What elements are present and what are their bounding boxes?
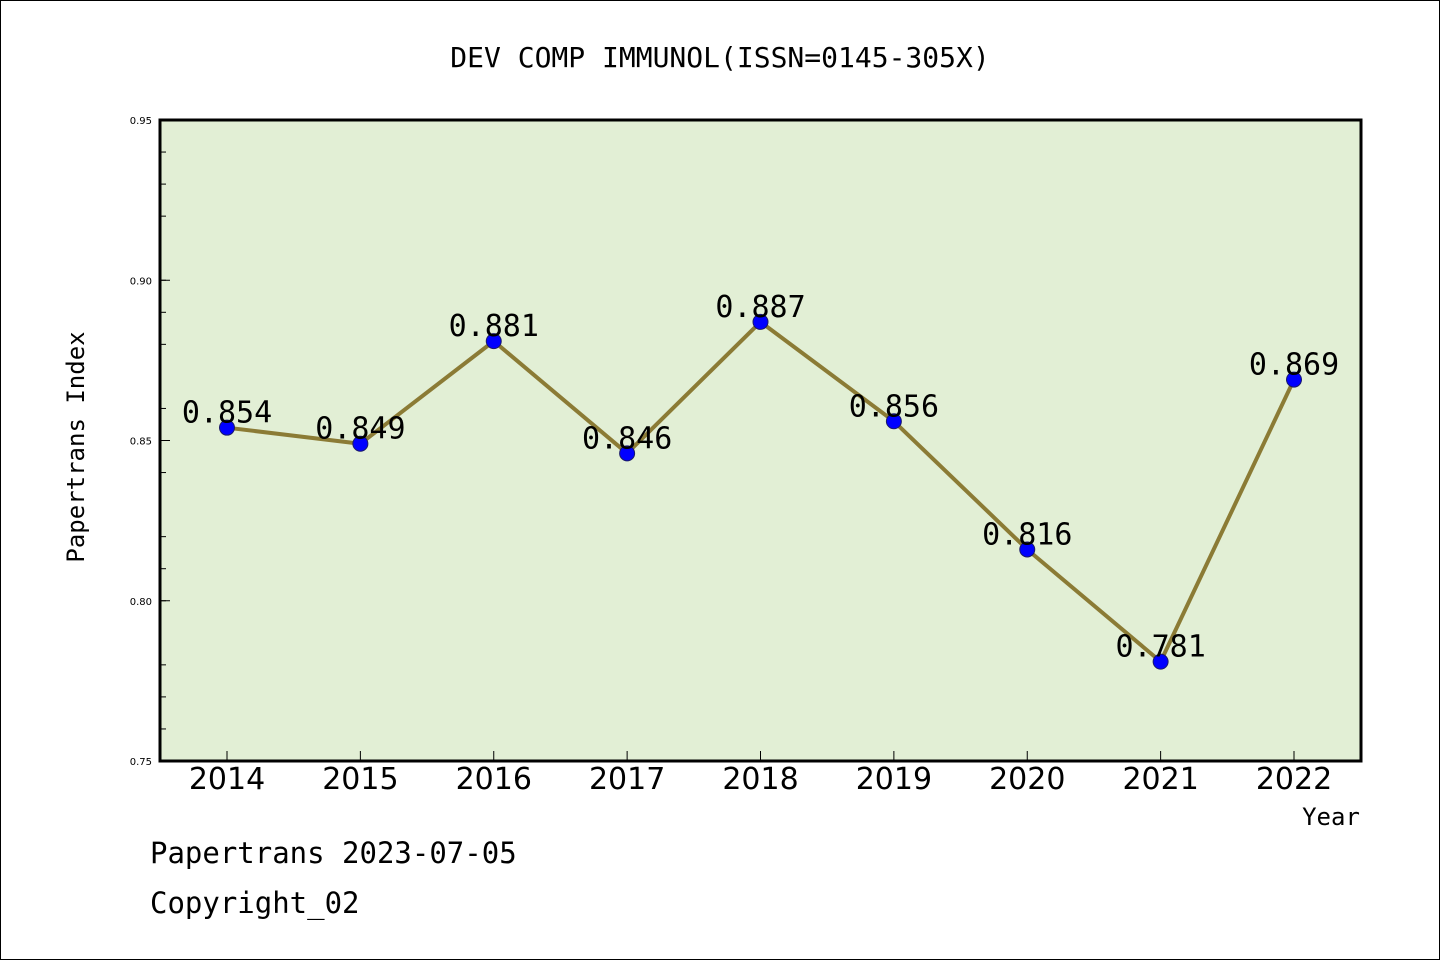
data-point: [219, 419, 235, 436]
x-axis-label: Year: [1302, 803, 1360, 831]
x-tick-label: 2018: [722, 762, 798, 797]
data-label: 0.881: [449, 309, 539, 344]
footer-copyright: Copyright_02: [150, 886, 360, 920]
y-axis-label: Papertrans Index: [62, 331, 90, 562]
data-label: 0.816: [982, 517, 1072, 552]
x-tick-label: 2017: [589, 762, 665, 797]
y-tick-label: 0.75: [130, 757, 152, 768]
x-tick-label: 2016: [456, 762, 532, 797]
data-label: 0.781: [1115, 630, 1205, 665]
x-tick-label: 2020: [989, 762, 1065, 797]
footer-date: Papertrans 2023-07-05: [150, 836, 517, 870]
data-point: [885, 413, 902, 430]
chart-title: DEV COMP IMMUNOL(ISSN=0145-305X): [450, 41, 989, 74]
x-axis: 2014 2015 2016 2017 2018 2019 2020 2021 2022: [189, 751, 1332, 797]
data-point: [619, 445, 636, 462]
data-labels: 0.854 0.849 0.881 0.846 0.887 0.856 0.816 0.781…: [182, 290, 1339, 665]
data-point: [1019, 541, 1036, 558]
plot-border: [158, 118, 1363, 763]
data-label: 0.854: [182, 396, 272, 431]
data-label: 0.887: [715, 290, 805, 325]
y-tick-label: 0.95: [130, 116, 152, 127]
data-label: 0.849: [315, 412, 405, 447]
data-point: [1152, 653, 1169, 670]
data-label: 0.846: [582, 421, 672, 456]
x-tick-label: 2014: [189, 762, 265, 797]
data-point: [752, 313, 769, 330]
x-tick-label: 2021: [1122, 762, 1198, 797]
x-tick-label: 2019: [856, 762, 932, 797]
data-label: 0.856: [849, 389, 939, 424]
y-tick-label: 0.90: [130, 276, 152, 287]
data-point: [485, 333, 502, 350]
data-label: 0.869: [1249, 348, 1339, 383]
y-tick-label: 0.85: [130, 437, 152, 448]
x-tick-label: 2015: [322, 762, 398, 797]
data-point: [352, 435, 369, 452]
data-point: [1286, 371, 1302, 388]
y-tick-label: 0.80: [130, 597, 152, 608]
series-line-group: [219, 313, 1302, 670]
x-tick-label: 2022: [1256, 762, 1332, 797]
